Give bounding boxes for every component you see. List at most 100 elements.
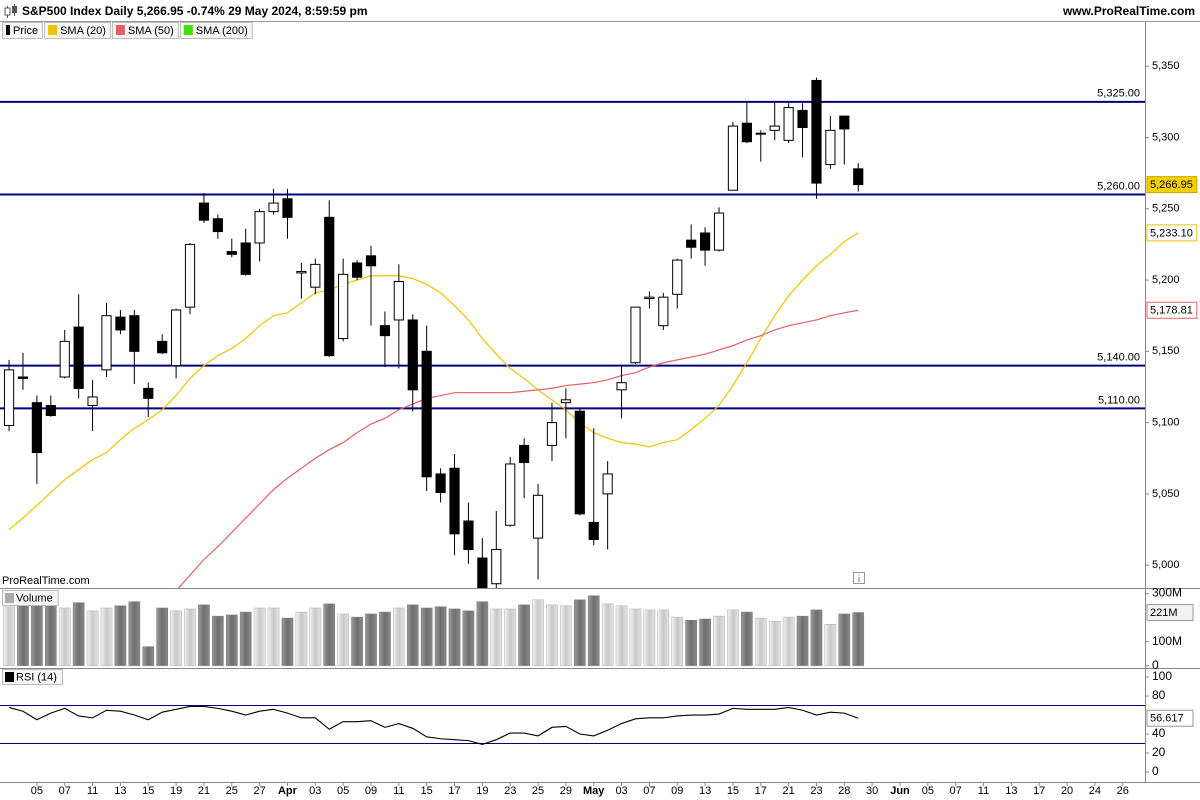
x-tick-label: 15 (727, 785, 739, 797)
volume-bar (184, 608, 196, 666)
x-tick-label: 19 (476, 785, 488, 797)
volume-panel (3, 595, 865, 666)
candle-body (282, 198, 293, 218)
panel-title: Volume (16, 592, 53, 604)
candle-body (477, 557, 488, 588)
volume-bar (601, 603, 614, 666)
panel-title: RSI (14) (16, 671, 57, 683)
candle-body (324, 216, 335, 357)
y-tick-label: 40 (1152, 726, 1166, 740)
volume-bar (434, 606, 447, 666)
volume-bar (17, 604, 29, 666)
legend-label: SMA (50) (128, 25, 174, 37)
candle-body (505, 463, 516, 526)
candle-body (59, 340, 70, 378)
y-tick-label: 300M (1152, 586, 1182, 600)
volume-bar (587, 595, 600, 666)
volume-bar (685, 619, 697, 666)
sma-line (8, 232, 859, 531)
value-tag (1146, 604, 1194, 622)
candle-body (73, 326, 84, 389)
candle-body (700, 232, 711, 251)
rsi-panel (0, 705, 1145, 746)
legend-swatch (183, 25, 193, 35)
x-tick-label: 13 (699, 785, 711, 797)
volume-bar (44, 604, 57, 666)
legend-box (179, 22, 253, 39)
volume-bar (824, 624, 837, 666)
legend-box (2, 22, 44, 39)
x-tick-label: 05 (922, 785, 934, 797)
x-tick-label: 05 (31, 785, 43, 797)
y-tick-label: 5,150 (1152, 345, 1180, 357)
candle-body (741, 122, 752, 143)
candle-body (296, 270, 307, 274)
x-tick-label: 24 (1089, 785, 1101, 797)
x-tick-label: 21 (198, 785, 210, 797)
volume-bar (267, 607, 280, 666)
panel-title-icon (5, 672, 14, 682)
candle-body (226, 251, 237, 255)
candle-body (839, 115, 850, 130)
x-tick-label: Jun (890, 785, 910, 797)
x-tick-label: 26 (1117, 785, 1129, 797)
value-tag-label: 5,233.10 (1150, 227, 1193, 239)
volume-bar (142, 646, 155, 666)
volume-bar (852, 612, 865, 666)
x-tick-label: 13 (1005, 785, 1017, 797)
y-tick-label: 100 (1152, 669, 1172, 683)
value-tag-label: 5,178.81 (1150, 305, 1193, 317)
value-tag-label: 221M (1150, 607, 1178, 619)
volume-bar (225, 614, 238, 666)
y-tick-label: 80 (1152, 688, 1166, 702)
candle-body (157, 340, 168, 354)
volume-bar (156, 607, 168, 666)
rsi-line (8, 705, 859, 746)
candle-body (115, 316, 126, 331)
volume-bar (323, 603, 336, 666)
x-tick-label: 20 (1061, 785, 1073, 797)
y-tick-label: 20 (1152, 745, 1166, 759)
volume-bar (295, 611, 308, 666)
volume-bar (699, 618, 711, 666)
x-tick-label: 03 (615, 785, 627, 797)
x-tick-label: 11 (978, 785, 989, 797)
candle-body (616, 382, 627, 391)
volume-bar (170, 610, 182, 666)
volume-bar (100, 607, 113, 666)
x-tick-label: Apr (278, 785, 298, 797)
volume-bar (643, 609, 656, 666)
candle-body (811, 79, 822, 184)
y-tick-label: 5,350 (1152, 60, 1180, 72)
candle-body (769, 125, 780, 131)
x-tick-label: 07 (643, 785, 655, 797)
y-tick-label: 100M (1152, 634, 1182, 648)
value-tag-label: 5,266.95 (1150, 179, 1193, 191)
x-tick-label: 07 (950, 785, 962, 797)
y-tick-label: 5,250 (1152, 203, 1180, 215)
panel-title-box (2, 669, 63, 685)
watermark: ProRealTime.com (2, 575, 90, 587)
x-tick-label: 09 (671, 785, 683, 797)
volume-bar (212, 615, 224, 666)
candle-body (87, 396, 98, 407)
candle-body (602, 473, 613, 495)
value-tag (1146, 176, 1198, 194)
x-tick-label: 05 (337, 785, 349, 797)
volume-bar (281, 617, 294, 666)
candle-body (546, 422, 558, 446)
candle-body (644, 296, 655, 300)
candle-body (31, 402, 42, 454)
candle-body (421, 350, 432, 478)
y-tick-label: 5,050 (1152, 488, 1180, 500)
candle-body (45, 405, 56, 416)
candle-body (491, 549, 502, 585)
panel-title-icon (5, 593, 14, 603)
x-tick-label: 19 (170, 785, 182, 797)
volume-bar (629, 608, 642, 666)
legend-label: Price (13, 25, 38, 37)
volume-bar (810, 609, 823, 666)
legend-label: SMA (200) (196, 25, 248, 37)
